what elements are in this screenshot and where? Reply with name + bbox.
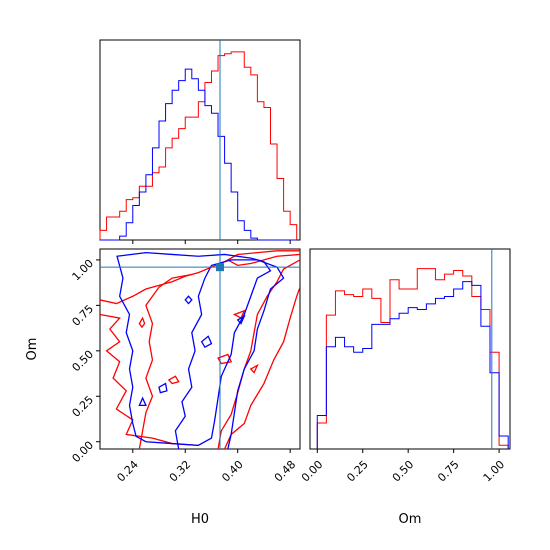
contour-ytick-label-1: 0.25 xyxy=(70,393,97,420)
contour-red-inner-left xyxy=(138,273,192,449)
contour-red-inner-top xyxy=(227,253,300,267)
contour-blue-island-3 xyxy=(138,396,147,407)
h0-hist-series-1 xyxy=(100,68,297,241)
contour-xtick-label-1: 0.32 xyxy=(167,458,194,485)
x-axis-label-h0: H0 xyxy=(191,512,209,527)
contour-red-outer-left xyxy=(100,313,199,447)
contour-red-island-1 xyxy=(167,375,180,385)
contour-red-island-0 xyxy=(138,316,146,329)
om-xtick-label-3: 0.75 xyxy=(435,458,462,485)
h0-histogram-frame xyxy=(99,39,301,241)
contour-truth-marker xyxy=(216,263,224,272)
contour-ytick-label-3: 0.75 xyxy=(70,302,97,329)
om-xtick-label-1: 0.25 xyxy=(344,458,371,485)
om-hist-series-1 xyxy=(316,281,509,449)
om-xtick-label-0: 0.00 xyxy=(299,458,326,485)
contour-red-outer-right xyxy=(223,286,300,449)
contour-ytick-label-4: 1.00 xyxy=(70,257,97,284)
y-axis-label-om: Om xyxy=(25,338,40,361)
contour-red-island-3 xyxy=(232,309,246,320)
contour-ytick-label-0: 0.00 xyxy=(70,439,97,466)
contour-red-inner-right xyxy=(217,259,300,449)
om-xtick-label-2: 0.50 xyxy=(390,458,417,485)
h0-histogram-panel xyxy=(99,40,298,244)
contour-blue-island-2 xyxy=(158,382,168,394)
contour-ytick-label-2: 0.50 xyxy=(70,348,97,375)
contour-blue-island-4 xyxy=(236,314,246,325)
contour-blue-inner xyxy=(174,259,285,449)
contour-xtick-label-3: 0.48 xyxy=(272,458,299,485)
contour-xtick-label-2: 0.40 xyxy=(219,458,246,485)
contour-xtick-label-0: 0.24 xyxy=(114,458,141,485)
contour-blue-island-1 xyxy=(200,335,213,349)
om-xtick-label-4: 1.00 xyxy=(481,458,508,485)
om-histogram-frame xyxy=(309,248,511,450)
contour-red-outer-top xyxy=(100,250,300,305)
contour-blue-island-0 xyxy=(184,295,193,305)
contour-red-island-4 xyxy=(249,363,259,374)
x-axis-label-om: Om xyxy=(399,512,422,527)
contour-lines xyxy=(100,250,300,449)
contour-frame xyxy=(99,248,301,450)
h0-hist-series-0 xyxy=(99,51,298,240)
om-hist-series-0 xyxy=(316,268,509,449)
contour-blue-outer xyxy=(116,251,272,447)
